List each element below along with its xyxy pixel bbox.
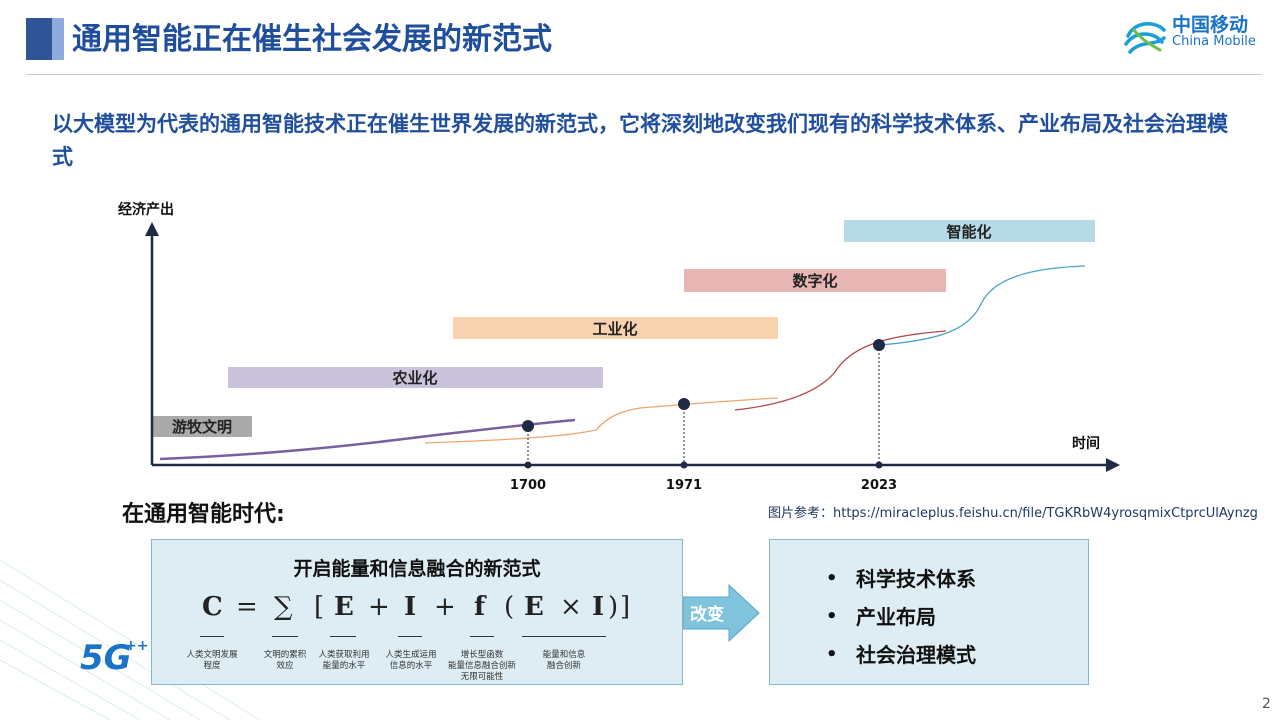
formula-symbol-i: I	[404, 592, 417, 622]
y-axis-arrow	[145, 222, 159, 236]
x-axis-label: 时间	[1072, 435, 1100, 452]
era-label-agricultural: 农业化	[391, 369, 437, 387]
note-fusion: 能量和信息 融合创新	[542, 650, 586, 671]
era-bar-industrial	[453, 317, 778, 339]
tick-dot-1700	[524, 461, 532, 469]
logo-text-en: China Mobile	[1172, 34, 1256, 49]
image-reference: 图片参考：https://miracleplus.feishu.cn/file/…	[768, 506, 1258, 521]
formula-symbol-rbracket: ]	[620, 592, 631, 622]
milestone-point-1971	[678, 398, 690, 410]
formula-symbol-rparen: )	[608, 592, 619, 622]
curve-industrial	[424, 397, 779, 444]
title-accent-bar-light	[52, 18, 64, 60]
underline-c	[200, 636, 224, 637]
x-axis-arrow	[1106, 458, 1120, 472]
note-information: 人类生成运用 信息的水平	[385, 650, 437, 671]
impact-item: 社会治理模式	[826, 638, 976, 676]
arrow-label: 改变	[690, 605, 724, 625]
underline-sum	[272, 636, 298, 637]
formula-symbol-equals: =	[236, 592, 258, 622]
curve-intelligent	[879, 265, 1086, 346]
milestone-point-2023	[873, 339, 885, 351]
curve-agricultural	[159, 418, 576, 461]
subtitle: 以大模型为代表的通用智能技术正在催生世界发展的新范式，它将深刻地改变我们现有的科…	[52, 112, 1228, 169]
formula-title: 开启能量和信息融合的新范式	[293, 558, 541, 580]
decorative-lines	[0, 559, 261, 720]
page-number: 2	[1262, 696, 1271, 712]
tick-dot-2023	[875, 461, 883, 469]
tick-label-2023: 2023	[861, 478, 897, 493]
formula-symbol-sum: ∑	[274, 592, 293, 622]
underline-e	[330, 636, 356, 637]
tick-label-1971: 1971	[666, 478, 702, 493]
milestone-point-1700	[522, 420, 534, 432]
5g-badge-icon: 5G	[80, 638, 132, 678]
formula-symbol-i-2: I	[592, 592, 605, 622]
era-bar-agricultural	[228, 367, 603, 388]
5g-badge-plus: ++	[125, 638, 149, 654]
formula-symbol-e-2: E	[524, 592, 544, 622]
era-label-nomadic: 游牧文明	[172, 418, 232, 436]
note-growth-function: 增长型函数 能量信息融合创新 无限可能性	[447, 650, 516, 682]
note-accumulation: 文明的累积 效应	[263, 650, 307, 671]
formula-symbol-f: f	[474, 592, 486, 622]
underline-i	[398, 636, 422, 637]
china-mobile-logo-icon	[1124, 22, 1166, 54]
header-divider	[26, 74, 1261, 75]
impact-list: 科学技术体系 产业布局 社会治理模式	[826, 562, 976, 676]
formula-box: 开启能量和信息融合的新范式 C = ∑ [ E + I + f ( E × I …	[151, 539, 683, 685]
formula-symbol-lbracket: [	[314, 592, 325, 622]
era-heading: 在通用智能时代:	[122, 502, 285, 527]
era-label-intelligent: 智能化	[946, 223, 991, 241]
formula-symbol-lparen: (	[504, 592, 515, 622]
era-bar-nomadic	[153, 416, 252, 437]
era-label-industrial: 工业化	[592, 320, 637, 338]
right-arrow-icon	[683, 583, 760, 643]
era-label-digital: 数字化	[792, 272, 837, 290]
note-energy: 人类获取利用 能量的水平	[318, 650, 370, 671]
impact-item: 产业布局	[826, 600, 976, 638]
formula-symbol-times: ×	[560, 592, 582, 622]
era-bar-digital	[684, 269, 946, 292]
page-title: 通用智能正在催生社会发展的新范式	[72, 22, 552, 57]
impact-item: 科学技术体系	[826, 562, 976, 600]
curve-digital	[734, 330, 947, 411]
logo-text-cn: 中国移动	[1172, 14, 1249, 36]
era-bar-intelligent	[844, 220, 1095, 242]
title-accent-bar	[26, 18, 52, 60]
formula-symbol-c: C	[202, 592, 223, 622]
tick-dot-1971	[680, 461, 688, 469]
tick-label-1700: 1700	[510, 478, 546, 493]
underline-ei	[522, 636, 606, 637]
development-chart: 游牧文明 农业化 工业化 数字化 智能化 经济产出 时间 1700 1971 2…	[118, 201, 1120, 493]
impact-box: 科学技术体系 产业布局 社会治理模式	[769, 539, 1089, 685]
y-axis-label: 经济产出	[118, 201, 174, 218]
formula-symbol-plus: +	[368, 592, 390, 622]
note-civilization: 人类文明发展 程度	[186, 650, 238, 671]
formula-symbol-e: E	[334, 592, 354, 622]
formula-symbol-plus-2: +	[434, 592, 456, 622]
underline-f	[470, 636, 494, 637]
